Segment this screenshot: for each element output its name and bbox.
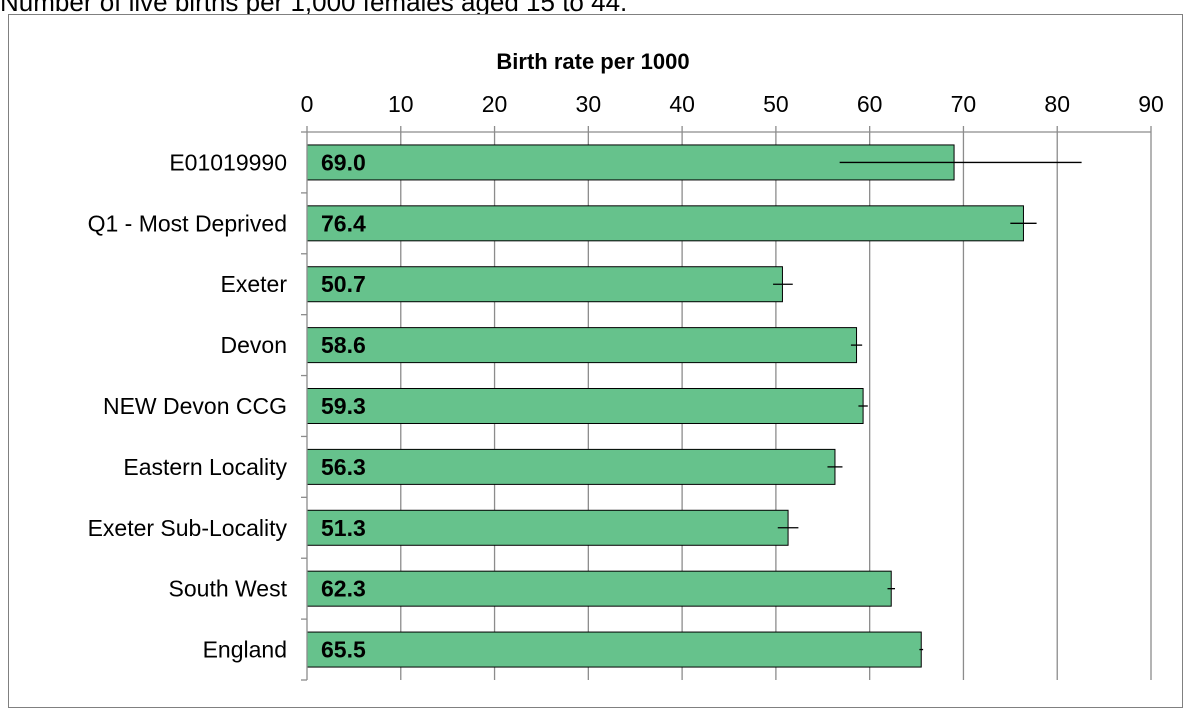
- x-tick-label: 80: [1044, 91, 1070, 117]
- y-category-label: Exeter: [221, 271, 288, 297]
- y-category-label: Exeter Sub-Locality: [88, 515, 288, 541]
- bar: [306, 448, 836, 485]
- x-tick-label: 0: [301, 91, 314, 117]
- bar: [306, 327, 858, 364]
- bar: [306, 388, 864, 424]
- y-category-label: E01019990: [169, 149, 287, 175]
- data-label: 62.3: [321, 576, 366, 602]
- data-label: 50.7: [321, 271, 366, 297]
- chart-frame: Birth rate per 1000 0 10 20 30 40 50 60 70 80 90 …: [8, 14, 1183, 708]
- y-category-label: Devon: [221, 332, 287, 358]
- data-label: 69.0: [321, 149, 366, 175]
- bar-chart: Birth rate per 1000 0 10 20 30 40 50 60 70 80 90 …: [88, 49, 1164, 681]
- x-tick-label: 70: [951, 91, 977, 117]
- data-label: 65.5: [321, 637, 366, 663]
- y-category-label: South West: [169, 576, 288, 602]
- x-tick-label: 20: [482, 91, 508, 117]
- x-tick-label: 60: [857, 91, 883, 117]
- bar: [306, 266, 783, 303]
- bar: [306, 205, 1024, 242]
- x-tick-label: 40: [669, 91, 695, 117]
- data-label: 56.3: [321, 454, 366, 480]
- x-tick-label: 30: [576, 91, 602, 117]
- x-tick-label: 10: [388, 91, 414, 117]
- chart-title: Birth rate per 1000: [496, 49, 689, 74]
- data-label: 76.4: [321, 210, 366, 236]
- y-category-label: England: [203, 637, 287, 663]
- x-tick-label: 50: [763, 91, 789, 117]
- bar: [306, 509, 789, 546]
- y-category-label: Q1 - Most Deprived: [88, 210, 287, 236]
- bar: [306, 570, 892, 607]
- bar: [306, 631, 922, 668]
- y-category-label: NEW Devon CCG: [103, 393, 287, 419]
- y-category-label: Eastern Locality: [123, 454, 287, 480]
- data-label: 59.3: [321, 393, 366, 419]
- chart-caption: Number of live births per 1,000 females …: [0, 0, 628, 17]
- data-label: 58.6: [321, 332, 366, 358]
- data-label: 51.3: [321, 515, 366, 541]
- x-tick-label: 90: [1138, 91, 1164, 117]
